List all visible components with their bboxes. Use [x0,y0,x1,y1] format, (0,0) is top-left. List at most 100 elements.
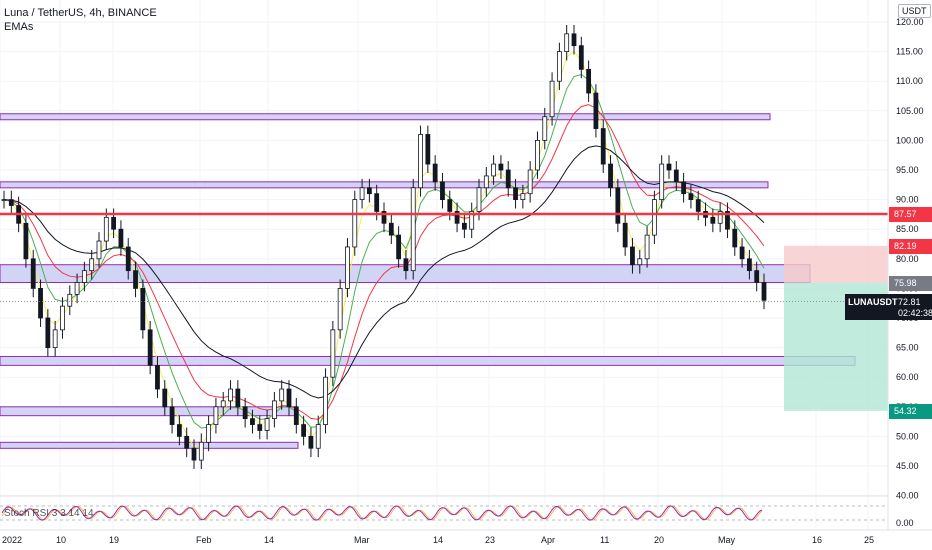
position-tool[interactable] [784,245,888,411]
date-tick-label: 14 [433,535,443,545]
candle-body [761,282,767,301]
zone-rect[interactable] [0,181,769,189]
price-tick-label: 65.00 [896,343,919,353]
candle-body [739,246,745,260]
price-tick-label: 105.00 [896,106,924,116]
candle-body [345,246,350,289]
candle-body [630,246,635,266]
candle-body [213,406,219,425]
candle-body [454,211,460,224]
candle-body [578,45,584,70]
symbol-title[interactable]: Luna / TetherUS, 4h, BINANCE [4,7,157,19]
candle-body [147,329,153,366]
price-tick-label: 60.00 [896,372,919,382]
candle-body [257,424,263,431]
price-tag-entry-75[interactable]: 75.98 [889,275,932,291]
candle-body [571,33,577,47]
ticker-price: 72.81 [898,297,921,307]
price-tick-label: 115.00 [896,47,923,57]
candle-body [323,376,328,425]
candle-body [440,181,445,200]
candle-body [520,193,526,200]
price-tick-label: 110.00 [896,76,923,86]
ema-slow-line [3,104,765,420]
candle-body [491,163,497,177]
candle-body [279,388,285,402]
resistance-line[interactable] [0,212,888,302]
candle-body [710,216,716,224]
candle-body [301,424,307,437]
price-tag-target-82[interactable]: 82.19 [889,238,932,254]
candle-body [184,435,190,449]
candle-body [586,68,592,94]
candle-body [666,163,672,171]
price-tag-level-87[interactable]: 87.57 [889,206,932,222]
zone-rect[interactable] [0,441,299,449]
candle-body [315,424,321,449]
indicator-label[interactable]: EMAs [4,21,34,33]
date-tick-label: 23 [485,535,495,545]
candle-body [133,270,138,289]
candle-body [637,258,643,266]
candle-body [717,211,723,224]
support-resistance-zones[interactable] [0,113,856,449]
candle-body [513,187,518,200]
stop-zone [784,245,888,283]
candle-body [396,234,402,260]
candle-body [38,287,43,319]
price-axis[interactable]: 120.00 115.00 110.00 105.00 100.00 95.00 90.00… [887,0,924,530]
candle-body [366,187,372,195]
candle-body [403,258,409,272]
price-tick-label: 80.00 [896,254,919,264]
candle-body [608,163,613,189]
oscillator-label: Stoch RSI 3 3 14 14 [4,508,94,519]
candle-body [103,216,109,242]
candle-body [228,388,233,402]
ticker-symbol: LUNAUSDT [848,297,898,307]
candle-body [593,92,599,129]
candle-body [162,388,168,408]
candlestick-series [1,24,767,469]
candle-body [118,228,124,248]
candle-body [8,199,14,206]
time-axis[interactable]: 2022 10 19 Feb 14 Mar 14 23 Apr 11 20 May 16 25 [0,529,932,545]
candle-body [746,258,752,272]
stoch-rsi-pane [0,505,888,521]
date-tick-label: 25 [864,535,874,545]
zone-rect[interactable] [0,406,296,417]
candle-body [644,234,650,260]
candle-body [622,222,628,248]
candle-body [330,329,336,378]
candle-body [337,287,343,331]
candle-body [169,406,175,425]
candle-body [615,187,621,224]
candle-body [52,329,58,348]
candle-body [74,282,80,295]
candle-body [176,424,182,437]
candle-body [498,163,504,171]
currency-button[interactable]: USDT [898,4,931,18]
candle-body [418,134,423,189]
candle-body [96,240,102,260]
candle-body [381,211,387,224]
zone-rect[interactable] [0,355,856,366]
price-tick-label: 85.00 [896,224,919,234]
date-tick-label: 10 [56,535,66,545]
candle-body [308,435,314,449]
candle-body [549,80,555,118]
candle-body [483,175,489,189]
candle-body [206,424,212,443]
candle-body [60,305,65,331]
candle-body [45,317,51,349]
candle-body [140,287,146,331]
zone-rect[interactable] [0,113,771,121]
candle-body [155,364,160,390]
candle-body [732,228,738,248]
candle-body [235,388,241,408]
price-tag-tp-54[interactable]: 54.32 [889,403,932,419]
stoch-signal-line [1,505,763,521]
date-tick-label: Apr [541,535,555,545]
price-tick-label: 40.00 [896,491,919,501]
candle-body [688,193,694,200]
